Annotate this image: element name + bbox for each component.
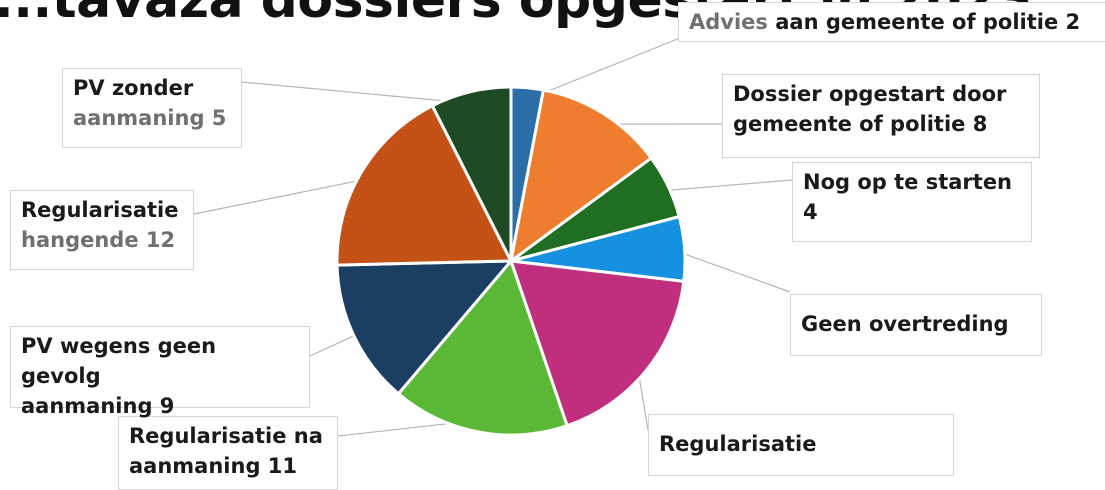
leader-line [242, 82, 473, 104]
label-dossier-line1: Dossier opgestart door [733, 79, 1029, 109]
label-nog-line1: Nog op te starten [803, 167, 1021, 197]
label-pvwegens: PV wegens geen gevolg aanmaning 9 [10, 326, 310, 408]
label-advies-rest: aan gemeente of politie 2 [768, 10, 1080, 34]
leader-line [526, 34, 690, 100]
label-nog: Nog op te starten 4 [792, 162, 1032, 242]
label-reghang-line1: Regularisatie [21, 195, 183, 225]
label-pvzonder-line1: PV zonder [73, 73, 231, 103]
label-regna-line2: aanmaning 11 [129, 451, 327, 481]
label-pvzonder: PV zonder aanmaning 5 [62, 68, 242, 148]
label-reghang-line2: hangende 12 [21, 225, 183, 255]
label-geen: Geen overtreding [790, 294, 1042, 356]
label-advies: Advies aan gemeente of politie 2 [678, 2, 1105, 42]
label-dossier-line2: gemeente of politie 8 [733, 109, 1029, 139]
label-reghang: Regularisatie hangende 12 [10, 190, 194, 270]
label-pvwegens-line2: aanmaning 9 [21, 391, 299, 421]
label-regna-line1: Regularisatie na [129, 421, 327, 451]
label-advies-muted: Advies [689, 10, 768, 34]
leader-line [657, 180, 792, 191]
label-regularisatie-text: Regularisatie [659, 429, 943, 459]
label-pvzonder-line2: aanmaning 5 [73, 103, 231, 133]
label-geen-text: Geen overtreding [801, 309, 1031, 339]
leader-line [672, 250, 790, 292]
label-nog-line2: 4 [803, 197, 1021, 227]
pie-slices [337, 87, 685, 435]
label-regularisatie: Regularisatie [648, 414, 954, 476]
label-dossier: Dossier opgestart door gemeente of polit… [722, 74, 1040, 158]
label-regna: Regularisatie na aanmaning 11 [118, 416, 338, 490]
label-pvwegens-line1: PV wegens geen gevolg [21, 331, 299, 391]
